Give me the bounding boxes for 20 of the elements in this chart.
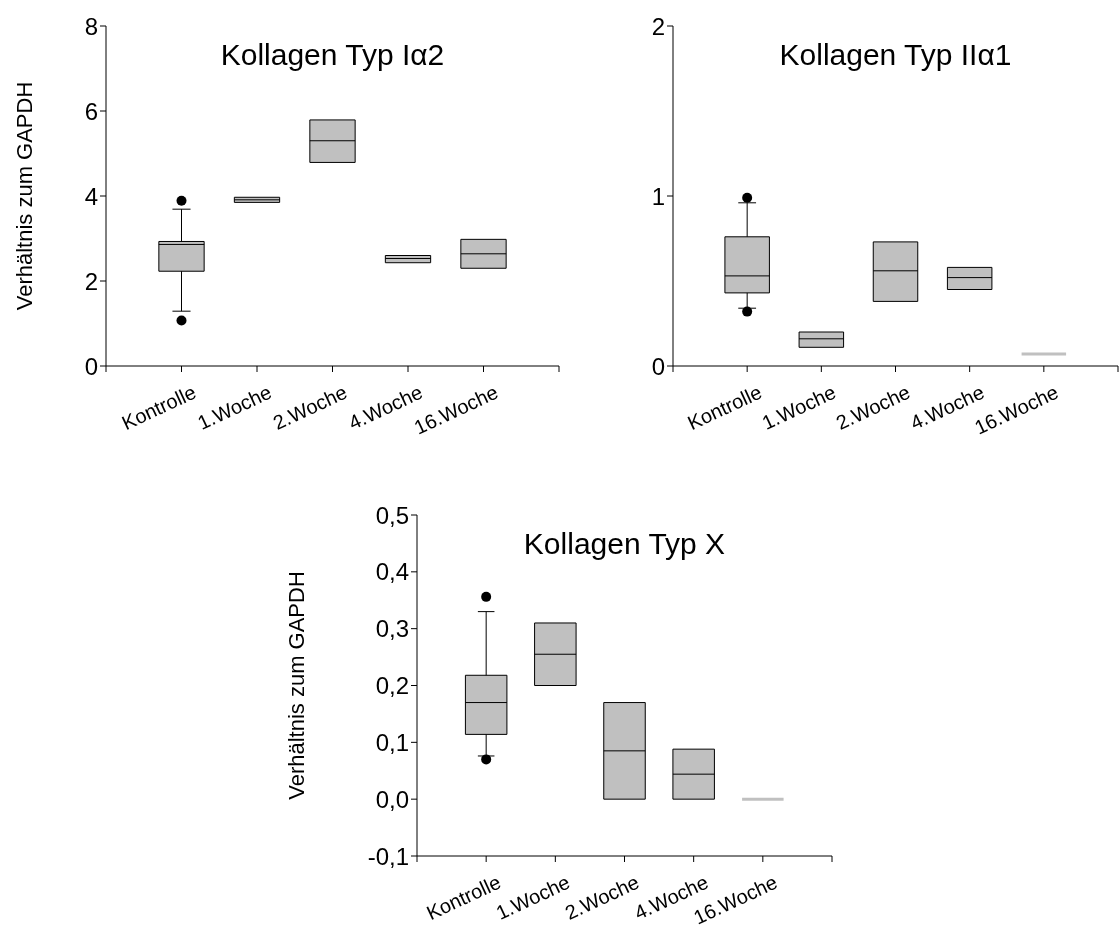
y-tick-label: 1 (651, 182, 665, 210)
y-tick-label: 0 (84, 352, 98, 380)
y-tick-label: 0,0 (375, 785, 409, 813)
y-tick-label: 4 (84, 182, 98, 210)
chart-title: Kollagen Typ X (522, 527, 727, 561)
y-axis-title: Verhältnis zum GAPDH (12, 81, 37, 311)
y-tick-label: 0 (651, 352, 665, 380)
chart-title: Kollagen Typ IIα1 (778, 38, 1013, 72)
y-tick-label: 2 (651, 12, 665, 40)
y-tick-label: 0,4 (375, 558, 409, 586)
y-tick-label: 0,2 (375, 672, 409, 700)
y-tick-label: 0,3 (375, 615, 409, 643)
y-tick-label: 0,1 (375, 728, 409, 756)
y-axis-title: Verhältnis zum GAPDH (284, 571, 309, 800)
chart-title: Kollagen Typ Iα2 (219, 38, 446, 72)
y-tick-label: -0,1 (367, 842, 409, 870)
y-tick-label: 2 (84, 267, 98, 295)
y-tick-label: 6 (84, 97, 98, 125)
y-tick-label: 8 (84, 12, 98, 40)
y-tick-label: 0,5 (375, 501, 409, 529)
